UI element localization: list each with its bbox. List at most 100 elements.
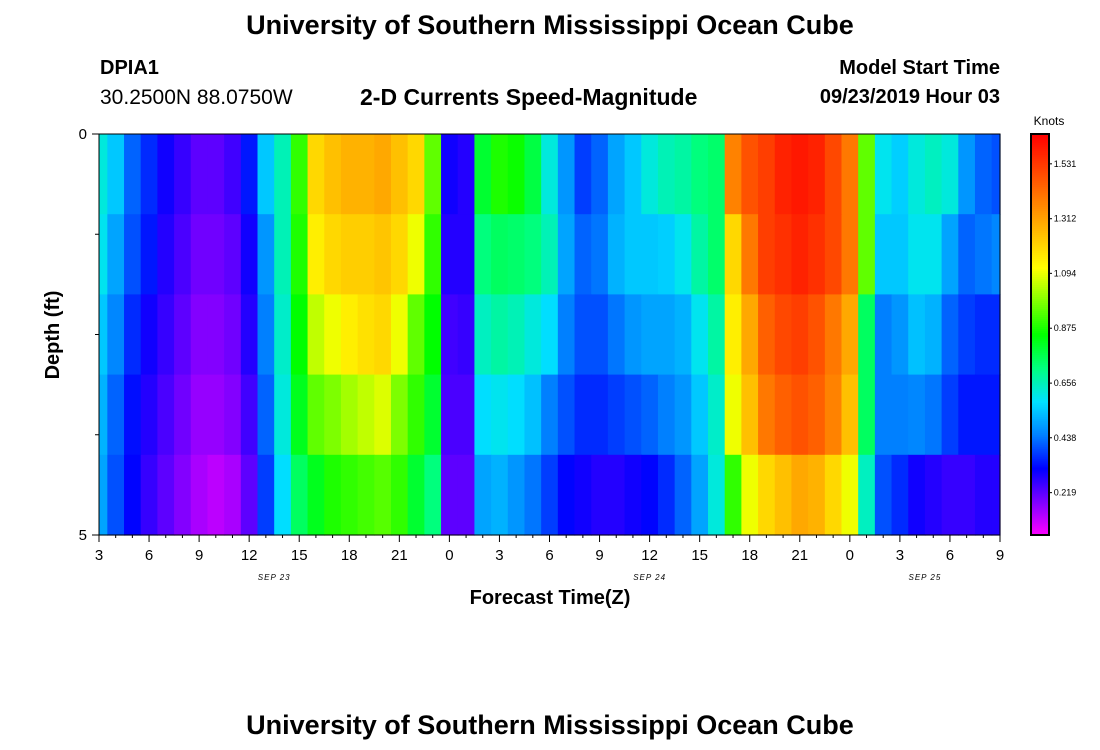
heatmap-cell [941, 214, 959, 295]
colorbar-segment [1031, 414, 1049, 418]
colorbar-segment [1031, 530, 1049, 534]
colorbar-segment [1031, 268, 1049, 271]
x-axis-label: Forecast Time(Z) [470, 587, 631, 609]
heatmap-cell [607, 374, 626, 456]
heatmap-cell [958, 454, 976, 536]
colorbar-tick-label: 0.656 [1054, 378, 1077, 388]
heatmap-cell [157, 214, 175, 295]
heatmap-cell [958, 214, 976, 295]
colorbar-segment [1031, 198, 1049, 201]
heatmap-cell [841, 214, 859, 295]
heatmap-cell [691, 374, 709, 456]
colorbar-segment [1031, 270, 1049, 273]
x-tick-label: 12 [641, 547, 658, 564]
date-label: SEP 25 [908, 573, 941, 582]
heatmap-cell [107, 294, 125, 376]
heatmap-cell [791, 134, 809, 215]
colorbar-segment [1031, 240, 1049, 243]
colorbar-segment [1031, 494, 1049, 498]
heatmap-cell [441, 214, 459, 295]
heatmap-cell [657, 374, 676, 456]
colorbar-segment [1031, 356, 1049, 360]
heatmap-cell [524, 374, 542, 456]
heatmap-cell [591, 134, 609, 215]
heatmap-cell [724, 214, 742, 295]
colorbar-segment [1031, 158, 1049, 161]
heatmap-cell [541, 134, 559, 215]
heatmap-cell [841, 294, 859, 376]
heatmap-cell [374, 134, 392, 215]
heatmap-cell [491, 454, 509, 536]
colorbar-segment [1031, 382, 1049, 386]
heatmap-cell [774, 294, 793, 376]
heatmap-cell [641, 294, 659, 376]
heatmap-cell [190, 454, 209, 536]
colorbar-segment [1031, 418, 1049, 422]
heatmap-cell [557, 294, 576, 376]
heatmap-cell [507, 454, 526, 536]
heatmap-cell [557, 134, 576, 215]
heatmap-cell [924, 454, 943, 536]
heatmap-cell [107, 134, 125, 215]
colorbar-segment [1031, 436, 1049, 440]
heatmap-cell [107, 214, 125, 295]
colorbar-segment [1031, 340, 1049, 344]
heatmap-cell [524, 214, 542, 295]
heatmap-cell [374, 454, 392, 536]
heatmap-cell [974, 134, 993, 215]
heatmap-cell [541, 294, 559, 376]
colorbar-segment [1031, 352, 1049, 356]
colorbar-segment [1031, 220, 1049, 223]
colorbar-segment [1031, 142, 1049, 145]
colorbar-segment [1031, 264, 1049, 267]
heatmap-cell [307, 374, 325, 456]
heatmap-cell [224, 374, 242, 456]
colorbar-segment [1031, 498, 1049, 502]
heatmap-cell [524, 294, 542, 376]
colorbar-segment [1031, 386, 1049, 390]
colorbar-segment [1031, 368, 1049, 372]
colorbar-segment [1031, 518, 1049, 522]
heatmap-cell [941, 454, 959, 536]
heatmap-cell [758, 214, 776, 295]
heatmap-cell [541, 214, 559, 295]
heatmap-cell [674, 454, 692, 536]
heatmap-cell [557, 214, 576, 295]
colorbar-segment [1031, 454, 1049, 458]
colorbar-segment [1031, 328, 1049, 332]
colorbar-segment [1031, 192, 1049, 195]
heatmap-cell [140, 214, 158, 295]
colorbar-segment [1031, 342, 1049, 346]
heatmap-cell [157, 134, 175, 215]
heatmap-cell [908, 294, 926, 376]
colorbar-segment [1031, 300, 1049, 304]
heatmap-cell [991, 134, 1001, 215]
colorbar-segment [1031, 324, 1049, 328]
colorbar-segment [1031, 238, 1049, 241]
heatmap-cell [924, 294, 943, 376]
heatmap-cell [574, 374, 592, 456]
colorbar-segment [1031, 226, 1049, 229]
heatmap-cell [774, 454, 793, 536]
heatmap-cell [924, 374, 943, 456]
colorbar-segment [1031, 434, 1049, 438]
heatmap-cell [324, 134, 342, 215]
colorbar-segment [1031, 254, 1049, 257]
colorbar-segment [1031, 262, 1049, 265]
heatmap-cell [274, 294, 292, 376]
heatmap-cell [357, 294, 375, 376]
heatmap-cell [624, 454, 642, 536]
heatmap-cell [441, 134, 459, 215]
colorbar-segment [1031, 482, 1049, 486]
heatmap-cell [99, 214, 108, 295]
colorbar-segment [1031, 464, 1049, 468]
heatmap-cell [891, 214, 909, 295]
heatmap-cell [641, 214, 659, 295]
heatmap-cell [624, 214, 642, 295]
y-axis-label: Depth (ft) [42, 291, 64, 380]
colorbar-segment [1031, 172, 1049, 175]
heatmap-cell [441, 294, 459, 376]
heatmap-cell [574, 454, 592, 536]
colorbar-tick-label: 1.531 [1054, 159, 1077, 169]
heatmap-cell [107, 374, 125, 456]
